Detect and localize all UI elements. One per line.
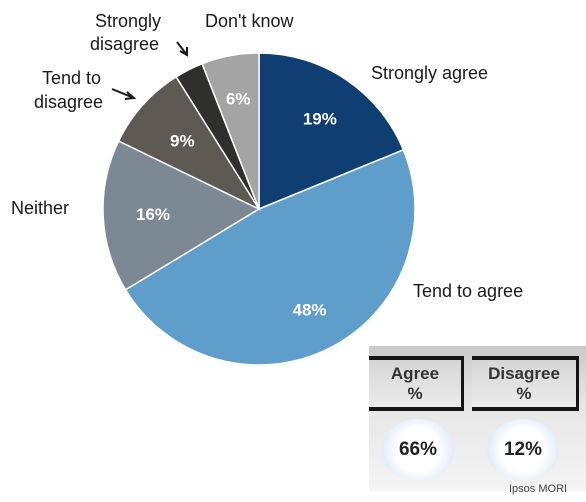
value-label-neither: 16% [136, 205, 170, 224]
disagree-header: Disagree % [472, 356, 579, 411]
category-label-strongly-disagree-line-2: disagree [90, 34, 159, 54]
category-label-strongly-disagree-line-1: Strongly [95, 11, 161, 31]
arrow-tend-to-disagree-head [124, 91, 137, 100]
agree-header: Agree % [369, 356, 464, 411]
value-label-strongly-agree: 19% [303, 109, 337, 128]
pie-slice-tend-to-disagree [117, 75, 262, 211]
agree-value-bubble: 66% [382, 419, 454, 481]
pie-slice-neither [102, 139, 261, 291]
category-label-neither: Neither [11, 198, 69, 218]
disagree-value-bubble: 12% [487, 419, 559, 481]
pie-slice-strongly-agree [258, 52, 405, 211]
category-label-don-t-know: Don't know [205, 11, 294, 31]
category-label-tend-to-disagree-line-1: Tend to [42, 68, 101, 88]
source-credit: Ipsos MORI [509, 483, 568, 495]
value-label-don-t-know: 6% [226, 90, 251, 109]
arrow-strongly-disagree [176, 41, 188, 56]
pie-slice-don-t-know [201, 52, 260, 210]
category-label-tend-to-disagree-line-2: disagree [34, 92, 103, 112]
agree-header-line-1: Agree [390, 363, 440, 383]
disagree-header-line-2: % [516, 383, 532, 403]
disagree-header-line-1: Disagree [488, 363, 560, 383]
category-label-tend-to-agree: Tend to agree [413, 281, 523, 301]
arrow-strongly-disagree-head [179, 47, 188, 57]
pie-slice-tend-to-agree [124, 148, 416, 366]
agree-header-line-2: % [407, 383, 423, 403]
summary-panel: Agree % Disagree % 66% 12% [369, 346, 586, 491]
category-label-strongly-agree: Strongly agree [371, 63, 488, 83]
arrow-tend-to-disagree [111, 88, 135, 99]
value-label-tend-to-agree: 48% [293, 300, 327, 319]
value-label-tend-to-disagree: 9% [170, 131, 195, 150]
